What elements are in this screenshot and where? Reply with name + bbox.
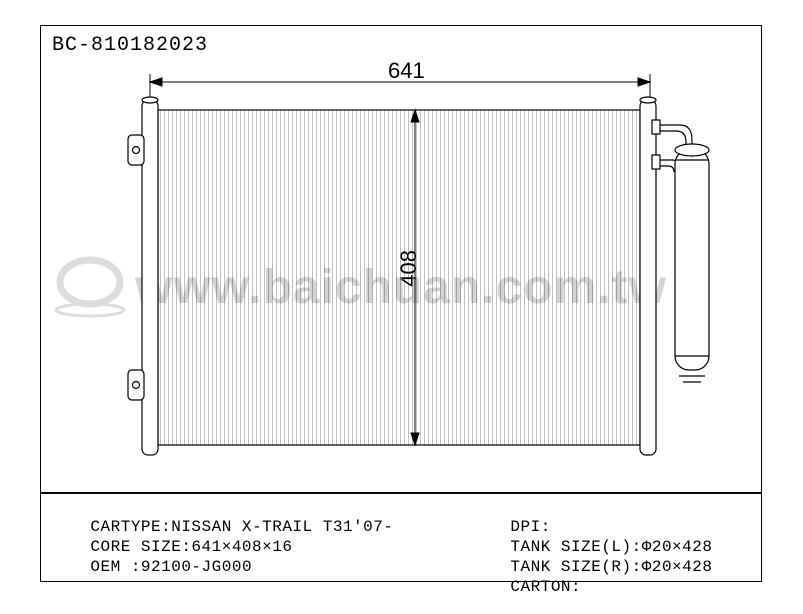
info-tank-r-value: Φ20×428	[642, 558, 713, 576]
info-oem-label: OEM :	[90, 558, 141, 576]
info-oem: OEM :92100-JG000	[50, 540, 252, 594]
info-divider	[40, 492, 761, 494]
info-oem-value: 92100-JG000	[141, 558, 252, 576]
bracket-top-left	[128, 135, 144, 165]
technical-drawing	[0, 0, 803, 492]
tank-right	[640, 97, 656, 455]
info-carton-label: CARTON:	[510, 578, 581, 596]
dryer-cylinder	[675, 144, 709, 382]
bracket-bottom-left	[128, 370, 144, 400]
info-carton: CARTON:	[470, 560, 581, 614]
page: BC-810182023 641 408 www.baichuan.com.tw	[0, 0, 803, 602]
dim-width-line	[150, 74, 650, 100]
core-rect	[158, 110, 640, 445]
